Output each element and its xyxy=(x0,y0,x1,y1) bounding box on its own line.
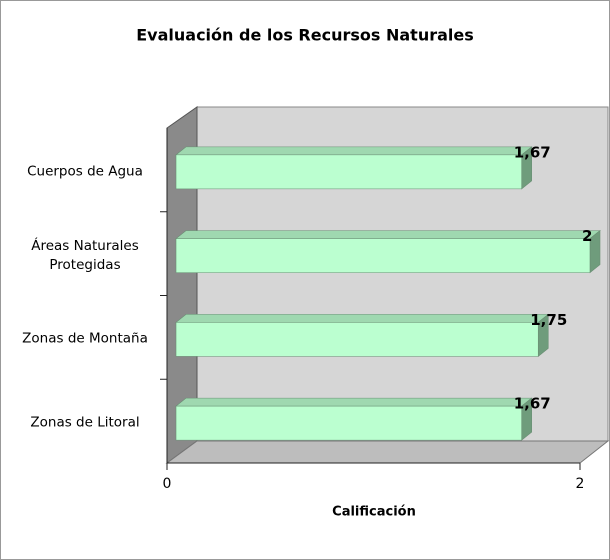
bar xyxy=(175,313,550,357)
value-label: 1,67 xyxy=(514,143,551,161)
chart-title: Evaluación de los Recursos Naturales xyxy=(136,26,474,45)
y-tick-label: Cuerpos de Agua xyxy=(27,163,143,180)
bar xyxy=(175,397,533,441)
x-axis-label: Calificación xyxy=(332,505,416,520)
y-tick-label: Zonas de Montaña xyxy=(22,330,148,347)
bar-front xyxy=(175,238,591,273)
value-label: 2 xyxy=(582,227,592,245)
bar-top xyxy=(175,146,533,156)
bar-front xyxy=(175,154,522,190)
x-tick-label: 2 xyxy=(576,476,585,492)
bar-top xyxy=(175,314,550,323)
bar-top xyxy=(175,230,601,239)
bar-front xyxy=(175,322,539,357)
y-tick-label: Áreas Naturales Protegidas xyxy=(31,237,139,273)
floor xyxy=(165,440,610,464)
value-label: 1,67 xyxy=(514,395,551,413)
bar xyxy=(175,230,601,274)
value-label: 1,75 xyxy=(530,311,567,329)
bar xyxy=(175,146,533,190)
x-tick-label: 0 xyxy=(163,476,172,492)
bar-front xyxy=(175,405,522,441)
y-tick-label: Zonas de Litoral xyxy=(30,414,140,431)
bar-top xyxy=(175,397,533,407)
